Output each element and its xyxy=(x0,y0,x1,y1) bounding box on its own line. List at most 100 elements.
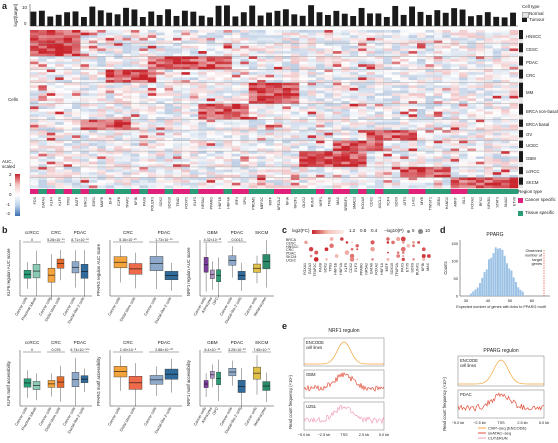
heatmap-cell xyxy=(122,111,132,115)
panel-c-gene-label: HNF4A xyxy=(339,262,343,274)
heatmap-cell xyxy=(88,56,98,60)
heatmap-cell xyxy=(223,174,233,178)
heatmap-cell xyxy=(366,137,376,141)
heatmap-cell xyxy=(459,51,468,54)
heatmap-cell xyxy=(400,35,409,39)
panel-a-bar xyxy=(148,11,155,26)
heatmap-cell xyxy=(450,159,460,162)
heatmap-cell xyxy=(290,64,300,68)
panel-c-dot xyxy=(396,237,401,241)
heatmap-cell xyxy=(501,66,510,70)
heatmap-cell xyxy=(501,137,510,141)
heatmap-cell xyxy=(122,148,132,152)
heatmap-cell xyxy=(80,90,90,94)
heatmap-cell xyxy=(484,30,494,33)
heatmap-cell xyxy=(459,35,468,39)
gene-label: NR2F1 xyxy=(294,197,298,208)
heatmap-cell xyxy=(198,80,207,83)
heatmap-cell xyxy=(215,106,224,110)
region-cancer-swatch xyxy=(518,198,523,203)
heatmap-cell xyxy=(147,174,157,178)
heatmap-cell xyxy=(349,61,359,65)
heatmap-cell xyxy=(139,58,149,62)
panel-c-dot xyxy=(329,243,334,249)
heatmap-cell xyxy=(450,116,460,120)
heatmap-cell xyxy=(467,93,477,97)
heatmap-cell xyxy=(501,69,510,73)
heatmap-cell xyxy=(349,135,359,139)
heatmap-cell xyxy=(450,174,460,178)
heatmap-cell xyxy=(374,72,384,76)
heatmap-cell xyxy=(173,30,182,33)
heatmap-cell xyxy=(374,40,384,44)
heatmap-cell xyxy=(248,87,258,91)
heatmap-cell xyxy=(475,40,485,44)
heatmap-cell xyxy=(223,143,233,147)
heatmap-cell xyxy=(408,130,418,133)
panel-b-xcategory: Ductal-like-2 cells xyxy=(154,406,172,434)
heatmap-cell xyxy=(97,56,107,60)
heatmap-cell xyxy=(299,145,308,149)
heatmap-cell xyxy=(105,87,115,91)
heatmap-cell xyxy=(97,61,107,65)
heatmap-cell xyxy=(88,103,98,107)
heatmap-cell xyxy=(63,101,73,105)
heatmap-cell xyxy=(316,103,325,107)
panel-b-pvalue: 2.88×10⁻³³ xyxy=(155,348,173,352)
gene-label: MITF xyxy=(268,196,272,205)
heatmap-cell xyxy=(374,124,384,128)
heatmap-cell xyxy=(408,56,418,60)
heatmap-cell xyxy=(156,166,165,170)
region-cell xyxy=(173,189,182,194)
heatmap-cell xyxy=(80,69,90,73)
heatmap-cell xyxy=(173,93,182,97)
heatmap-cell xyxy=(122,153,132,157)
heatmap-row-label: UCEC xyxy=(526,142,539,148)
heatmap-cell xyxy=(105,95,115,99)
heatmap-cell xyxy=(408,53,418,57)
heatmap-cell xyxy=(442,43,451,47)
heatmap-cell xyxy=(88,172,98,176)
region-cell xyxy=(332,189,342,194)
heatmap-cell xyxy=(189,51,199,54)
heatmap-cell xyxy=(231,64,241,68)
heatmap-cell xyxy=(122,116,132,120)
heatmap-cell xyxy=(366,30,376,33)
heatmap-cell xyxy=(30,58,39,62)
heatmap-cell xyxy=(290,153,300,157)
panel-c-gene-label: SOX10 xyxy=(390,263,394,275)
heatmap-cell xyxy=(366,93,376,97)
gene-label: NFE2L2 xyxy=(277,197,281,210)
heatmap-cell xyxy=(374,172,384,176)
heatmap-cell xyxy=(122,119,132,123)
heatmap-cell xyxy=(299,85,308,89)
heatmap-cell xyxy=(156,66,165,70)
region-cell xyxy=(257,189,266,194)
heatmap-cell xyxy=(307,48,317,52)
heatmap-cell xyxy=(173,48,182,52)
heatmap-cell xyxy=(349,82,359,86)
heatmap-cell xyxy=(198,180,207,184)
heatmap-cell xyxy=(475,119,485,123)
panel-c-gene-label: TFAP2A xyxy=(395,262,399,276)
heatmap-cell xyxy=(282,182,292,186)
panel-a-bar xyxy=(131,9,138,26)
heatmap-row-label: BRCA non-basal xyxy=(526,108,558,114)
heatmap-cell xyxy=(274,77,283,81)
heatmap-cell xyxy=(408,116,418,120)
heatmap-cell xyxy=(55,95,64,99)
heatmap-cell xyxy=(358,72,367,76)
heatmap-cell xyxy=(248,43,258,47)
heatmap-cell xyxy=(63,93,73,97)
heatmap-cell xyxy=(324,130,334,133)
panel-b-pvalue: 3.25×10⁻¹⁶ xyxy=(228,348,246,352)
heatmap-cell xyxy=(215,127,224,131)
heatmap-cell xyxy=(307,66,317,70)
heatmap-cell xyxy=(475,172,485,176)
heatmap-cell xyxy=(114,140,123,144)
heatmap-cell xyxy=(265,95,275,99)
heatmap-cell xyxy=(139,116,149,120)
heatmap-cell xyxy=(80,145,90,149)
heatmap-cell xyxy=(139,72,149,76)
heatmap-cell xyxy=(408,98,418,102)
